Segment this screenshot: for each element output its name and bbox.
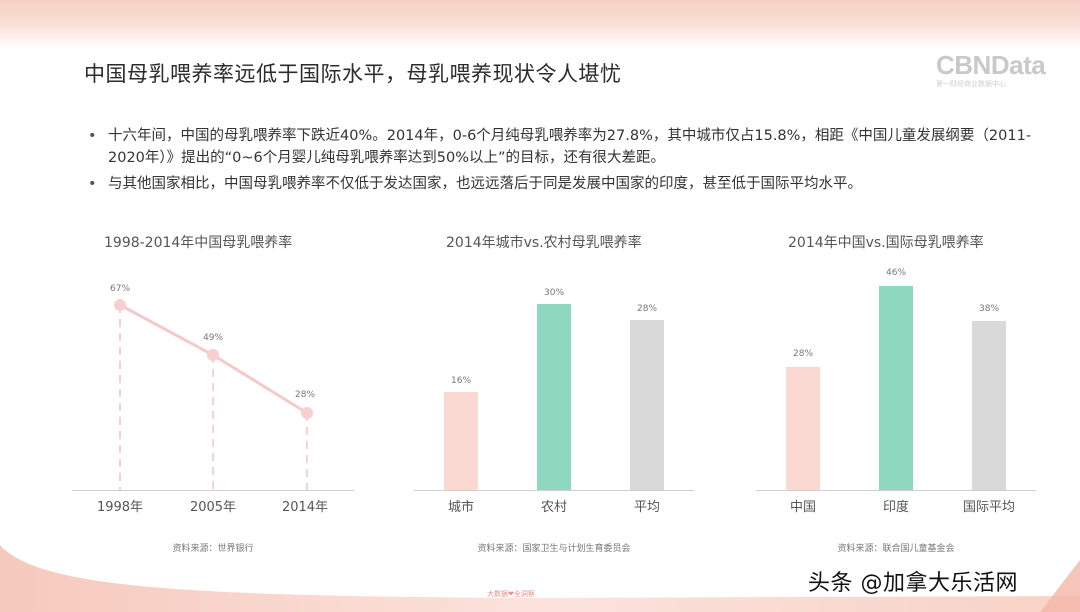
chart-title: 1998-2014年中国母乳喂养率 [104,235,293,251]
chart-source: 资料来源：联合国儿童基金会 [837,544,955,554]
x-tick-label: 城市 [447,500,475,515]
x-tick-label: 平均 [633,500,661,515]
bullet-item: 十六年间，中国的母乳喂养率下跌近40%。2014年，0-6个月纯母乳喂养率为27… [88,125,1058,169]
bar-india [879,286,913,490]
x-axis [72,490,354,491]
bar-rural [537,304,571,490]
x-tick-label: 2014年 [281,500,329,515]
data-label: 38% [978,304,1000,314]
x-axis [756,490,1036,491]
data-label: 46% [885,268,907,278]
data-label: 30% [543,288,565,298]
chart-title: 2014年城市vs.农村母乳喂养率 [446,235,642,251]
bar-average [630,320,664,490]
chart-china-breastfeeding-trend: 1998-2014年中国母乳喂养率 67% 49% 28% 1998年 2005… [72,228,382,558]
bar-urban [444,392,478,490]
bar-china [786,367,820,490]
x-tick-label: 2005年 [189,500,237,515]
chart-china-vs-international: 2014年中国vs.国际母乳喂养率 28% 46% 38% 中国 印度 国际平均… [756,228,1056,558]
x-tick-label: 印度 [882,500,910,515]
data-label: 28% [792,349,814,359]
x-axis [414,490,694,491]
chart-urban-vs-rural: 2014年城市vs.农村母乳喂养率 16% 30% 28% 城市 农村 平均 资… [414,228,714,558]
data-label: 16% [450,376,472,386]
data-label: 28% [636,304,658,314]
x-tick-label: 中国 [789,500,817,515]
data-label: 49% [202,333,224,343]
line-series [114,299,313,490]
bullet-list: 十六年间，中国的母乳喂养率下跌近40%。2014年，0-6个月纯母乳喂养率为27… [88,125,1058,195]
watermark: 头条 @加拿大乐活网 [808,571,1018,596]
x-tick-label: 农村 [540,500,568,515]
chart-title: 2014年中国vs.国际母乳喂养率 [788,235,984,251]
bullet-item: 与其他国家相比，中国母乳喂养率不仅低于发达国家，也远远落后于同是发展中国家的印度… [88,173,1058,195]
data-label: 67% [109,284,131,294]
logo-text: CBNData [936,50,1046,80]
x-tick-label: 1998年 [96,500,144,515]
chart-source: 资料来源：世界银行 [172,544,254,554]
bar-international-average [972,321,1006,490]
x-tick-label: 国际平均 [962,500,1016,515]
chart-source: 资料来源：国家卫生与计划生育委员会 [477,544,631,554]
top-decorative-band [0,0,1080,48]
cbndata-logo: CBNData 第一财经商业数据中心 [936,50,1066,89]
data-label: 28% [294,390,316,400]
logo-subtitle: 第一财经商业数据中心 [936,80,1006,88]
footer-slogan: 大数据❤全洞察 [487,590,535,598]
page-title: 中国母乳喂养率远低于国际水平，母乳喂养现状令人堪忧 [84,62,622,86]
